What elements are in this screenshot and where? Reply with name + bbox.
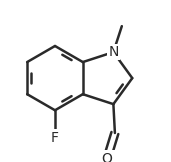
Text: N: N <box>108 45 119 59</box>
Text: O: O <box>101 152 112 162</box>
Text: F: F <box>51 131 59 145</box>
